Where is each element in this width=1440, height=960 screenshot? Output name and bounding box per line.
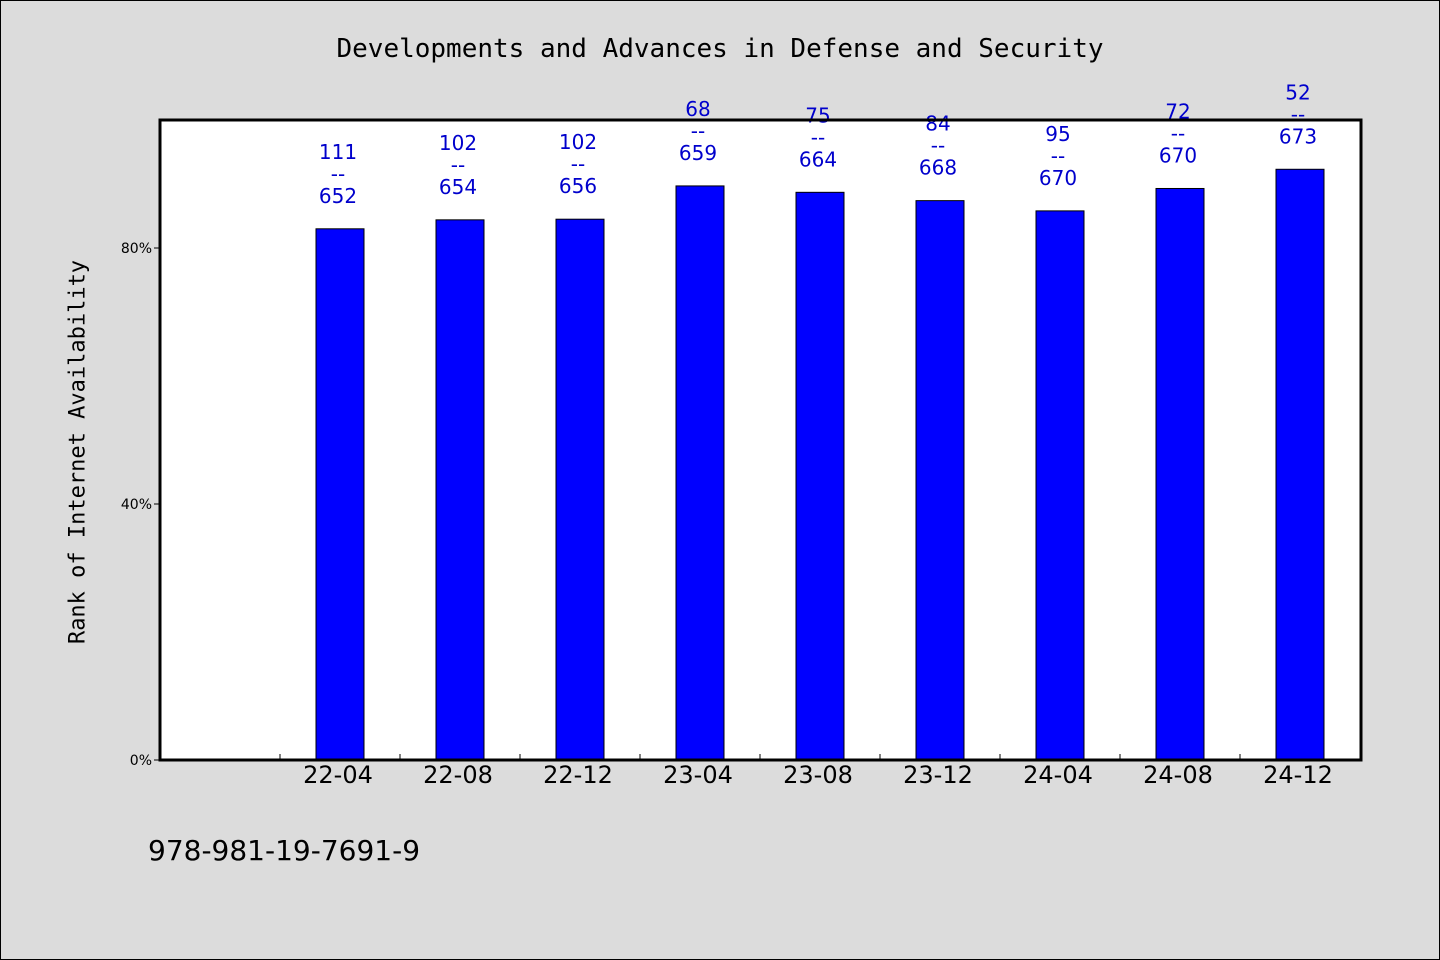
bar bbox=[435, 219, 485, 761]
bar bbox=[315, 228, 365, 761]
data-label: 670 bbox=[1159, 143, 1197, 167]
bar bbox=[795, 191, 845, 761]
bar bbox=[1155, 187, 1205, 761]
x-tick-label: 23-12 bbox=[903, 761, 973, 789]
data-label: -- bbox=[811, 125, 825, 149]
x-tick-label: 24-12 bbox=[1263, 761, 1333, 789]
x-tick-label: 24-08 bbox=[1143, 761, 1213, 789]
data-label: -- bbox=[331, 162, 345, 186]
data-label: -- bbox=[571, 152, 585, 176]
x-tick-label: 24-04 bbox=[1023, 761, 1093, 789]
data-label: 652 bbox=[319, 184, 357, 208]
y-tick-label: 0% bbox=[130, 753, 152, 769]
data-label: 654 bbox=[439, 175, 477, 199]
plot-border bbox=[158, 118, 1363, 762]
data-label: -- bbox=[1291, 102, 1305, 126]
data-label: 102 bbox=[559, 130, 597, 154]
data-label: 111 bbox=[319, 140, 357, 164]
x-tick-label: 23-08 bbox=[783, 761, 853, 789]
y-tick-label: 40% bbox=[121, 497, 152, 513]
bar bbox=[555, 218, 605, 761]
data-label: -- bbox=[451, 153, 465, 177]
data-label: 656 bbox=[559, 174, 597, 198]
data-label: 102 bbox=[439, 131, 477, 155]
x-tick-label: 22-04 bbox=[303, 761, 373, 789]
data-label: -- bbox=[1171, 121, 1185, 145]
data-label: 52 bbox=[1285, 80, 1310, 104]
data-label: 84 bbox=[925, 112, 950, 136]
x-tick-label: 22-12 bbox=[543, 761, 613, 789]
y-tick-label: 80% bbox=[121, 241, 152, 257]
data-label: -- bbox=[691, 119, 705, 143]
data-label: 664 bbox=[799, 147, 837, 171]
x-tick-label: 22-08 bbox=[423, 761, 493, 789]
footer-code: 978-981-19-7691-9 bbox=[148, 834, 421, 867]
bar bbox=[1035, 210, 1085, 761]
x-tick-label: 23-04 bbox=[663, 761, 733, 789]
chart-title: Developments and Advances in Defense and… bbox=[336, 34, 1104, 64]
bar bbox=[915, 200, 965, 761]
data-label: 68 bbox=[685, 97, 710, 121]
data-label: -- bbox=[931, 134, 945, 158]
data-label: 670 bbox=[1039, 166, 1077, 190]
data-label: 659 bbox=[679, 141, 717, 165]
data-label: 75 bbox=[805, 103, 830, 127]
bar bbox=[675, 185, 725, 761]
data-label: 673 bbox=[1279, 124, 1317, 148]
bar bbox=[1275, 168, 1325, 761]
data-label: 95 bbox=[1045, 122, 1070, 146]
data-label: 668 bbox=[919, 156, 957, 180]
data-label: -- bbox=[1051, 144, 1065, 168]
